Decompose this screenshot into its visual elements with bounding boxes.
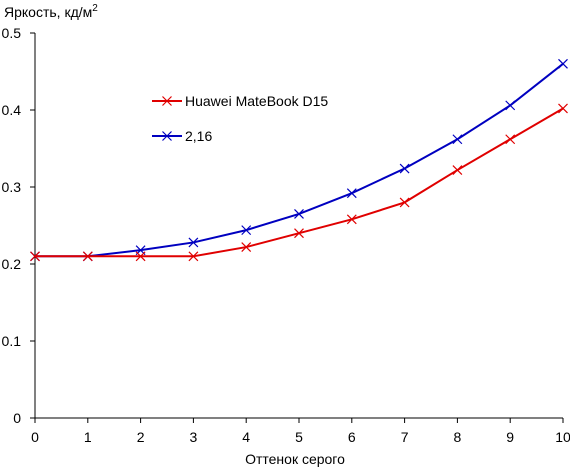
y-tick-label: 0.5 <box>2 25 22 41</box>
data-point-marker <box>294 209 304 219</box>
legend-label: Huawei MateBook D15 <box>185 93 328 109</box>
x-tick-label: 9 <box>506 429 514 445</box>
data-point-marker <box>558 103 568 114</box>
axes <box>34 33 563 419</box>
y-axis-title-text: Яркость, кд/м <box>4 4 92 20</box>
y-axis-title-superscript: 2 <box>92 3 98 14</box>
data-point-marker <box>188 237 199 248</box>
data-point-marker <box>241 242 252 252</box>
data-point-marker <box>294 228 304 239</box>
data-point-marker <box>346 188 357 199</box>
data-point-marker <box>82 251 93 262</box>
series-0 <box>30 103 568 262</box>
y-tick-label: 0.1 <box>2 333 22 349</box>
y-tick-label: 0.2 <box>2 256 22 272</box>
data-point-marker <box>452 134 463 145</box>
x-tick-label: 1 <box>84 429 92 445</box>
x-tick-label: 5 <box>295 429 303 445</box>
y-tick-label: 0 <box>13 410 21 426</box>
y-axis-title: Яркость, кд/м2 <box>4 3 98 20</box>
legend-swatch-marker <box>162 96 172 106</box>
x-axis-title: Оттенок серого <box>245 451 345 467</box>
data-point-marker <box>452 165 463 175</box>
y-tick-label: 0.4 <box>2 102 22 118</box>
y-tick-label: 0.3 <box>2 179 22 195</box>
data-point-marker <box>505 134 516 145</box>
x-tick-label: 3 <box>190 429 198 445</box>
legend-label: 2,16 <box>185 128 212 144</box>
series-line <box>35 107 564 258</box>
x-tick-label: 7 <box>401 429 409 445</box>
data-point-marker <box>346 214 357 225</box>
x-tick-label: 2 <box>137 429 145 445</box>
data-point-marker <box>188 251 199 262</box>
data-point-marker <box>399 163 410 174</box>
data-point-marker <box>135 251 146 262</box>
data-point-marker <box>558 58 568 69</box>
x-tick-label: 6 <box>348 429 356 445</box>
series-1 <box>30 58 568 262</box>
x-tick-label: 4 <box>242 429 250 445</box>
legend: Huawei MateBook D15 2,16 <box>152 93 328 144</box>
data-point-marker <box>241 225 252 236</box>
legend-item: 2,16 <box>152 128 212 144</box>
x-tick-label: 10 <box>555 429 570 445</box>
legend-item: Huawei MateBook D15 <box>152 93 328 109</box>
x-tick-label: 8 <box>454 429 462 445</box>
data-point-marker <box>30 251 40 262</box>
legend-swatch-marker <box>162 131 172 141</box>
x-tick-label: 0 <box>31 429 39 445</box>
x-axis-ticks: 0 1 2 3 4 5 6 7 8 9 10 <box>31 418 570 445</box>
data-point-marker <box>399 197 410 208</box>
series-layer <box>30 58 568 262</box>
y-axis-ticks: 0 0.1 0.2 0.3 0.4 0.5 <box>2 25 35 426</box>
data-point-marker <box>505 100 516 111</box>
